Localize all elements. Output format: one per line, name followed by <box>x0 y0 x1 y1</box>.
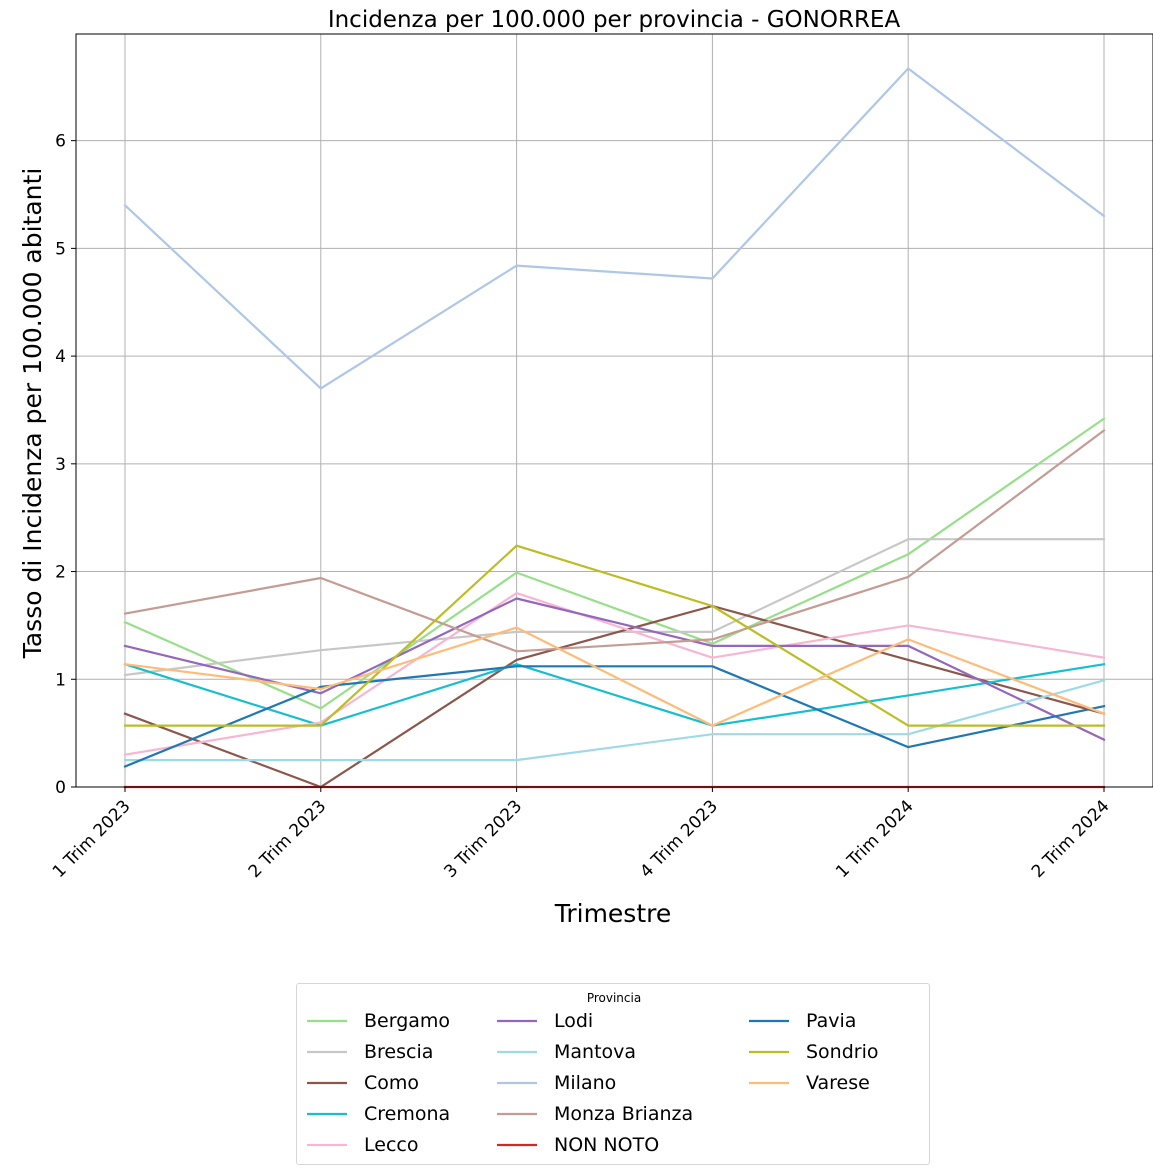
series-line-lodi <box>123 597 1106 742</box>
y-tick-label: 1 <box>55 670 66 690</box>
series-line-sondrio <box>123 544 1106 727</box>
legend: Provincia Bergamo Brescia Como Cremona Lecco… <box>296 983 930 1165</box>
plot-frame <box>75 33 1153 788</box>
series-line-monza-brianza <box>123 428 1106 653</box>
series-line-como <box>123 604 1106 789</box>
legend-label-brescia: Brescia <box>364 1041 433 1063</box>
legend-label-non-noto: NON NOTO <box>554 1134 659 1156</box>
series-line-pavia <box>123 665 1106 768</box>
series-line-milano <box>123 67 1106 390</box>
y-tick-label: 3 <box>55 455 66 475</box>
legend-content: Provincia Bergamo Brescia Como Cremona Lecco… <box>307 991 879 1156</box>
legend-label-sondrio: Sondrio <box>806 1041 879 1063</box>
legend-label-bergamo: Bergamo <box>364 1010 450 1032</box>
legend-label-milano: Milano <box>554 1072 616 1094</box>
legend-label-lodi: Lodi <box>554 1010 593 1032</box>
x-tick-label: 2 Trim 2024 <box>1028 796 1114 882</box>
x-axis-label: Trimestre <box>554 899 672 928</box>
x-tick-label: 2 Trim 2023 <box>245 796 331 882</box>
y-axis: 0 1 2 3 4 5 6 <box>55 132 76 798</box>
series-line-lecco <box>123 591 1106 756</box>
legend-label-como: Como <box>364 1072 419 1094</box>
x-tick-label: 4 Trim 2023 <box>636 796 722 882</box>
y-tick-label: 0 <box>55 778 66 798</box>
series-line-mantova <box>123 679 1106 762</box>
y-tick-label: 5 <box>55 239 66 259</box>
legend-label-pavia: Pavia <box>806 1010 856 1032</box>
legend-label-cremona: Cremona <box>364 1103 450 1125</box>
y-tick-label: 6 <box>55 132 66 152</box>
grid <box>76 34 1153 788</box>
legend-label-varese: Varese <box>806 1072 870 1094</box>
y-axis-label: Tasso di Incidenza per 100.000 abitanti <box>18 168 47 660</box>
legend-label-mantova: Mantova <box>554 1041 636 1063</box>
legend-label-lecco: Lecco <box>364 1134 418 1156</box>
x-axis: 1 Trim 2023 2 Trim 2023 3 Trim 2023 4 Trim … <box>49 787 1114 882</box>
series-line-bergamo <box>123 417 1106 710</box>
y-tick-label: 2 <box>55 563 66 583</box>
series-line-cremona <box>123 662 1106 727</box>
chart-title: Incidenza per 100.000 per provincia - GO… <box>328 7 901 33</box>
legend-title: Provincia <box>587 991 641 1005</box>
x-tick-label: 1 Trim 2024 <box>832 796 918 882</box>
x-tick-label: 1 Trim 2023 <box>49 796 135 882</box>
series-line-varese <box>123 626 1106 727</box>
series-lines <box>123 67 1106 789</box>
y-tick-label: 4 <box>55 347 66 367</box>
legend-label-monza-brianza: Monza Brianza <box>554 1103 693 1125</box>
x-tick-label: 3 Trim 2023 <box>441 796 527 882</box>
